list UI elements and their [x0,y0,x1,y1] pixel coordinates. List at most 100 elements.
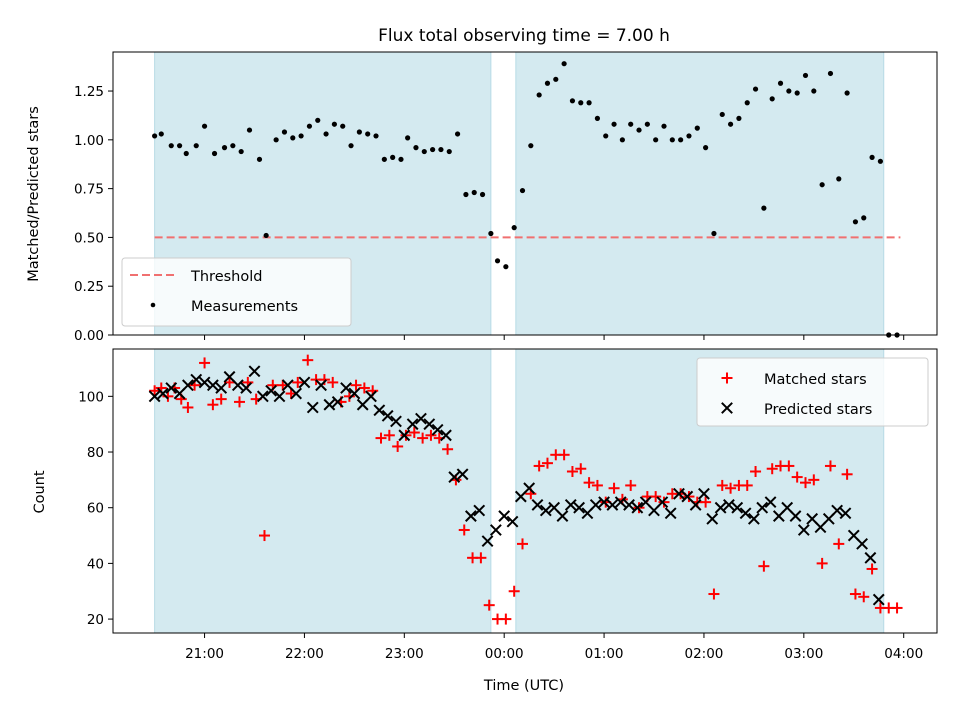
predicted-legend-label: Predicted stars [764,402,872,418]
measurement-point [421,148,427,155]
x-tick-label: 23:00 [385,646,424,662]
predicted-star-point [456,468,469,481]
predicted-star-point [206,379,219,392]
predicted-star-point [231,379,244,392]
matched-star-point [375,432,387,444]
measurement-point [578,100,584,106]
predicted-star-point [489,524,502,536]
predicted-star-point [315,379,327,392]
ratio-chart: 0.00 0.25 0.50 0.75 1.00 1.25 Matched/Predict… [26,51,938,344]
predicted-star-point [764,496,777,509]
measurement-point [183,150,189,157]
count-chart: 20 40 60 80 100 21:00 22:00 23:00 00:00 01:00 02:… [32,348,938,694]
measurement-point [644,121,650,127]
predicted-star-point [789,510,802,522]
measurement-point [471,189,477,196]
measurement-point [561,61,567,67]
predicted-star-point [573,501,586,514]
top-plot-frame [112,51,938,336]
predicted-star-point [215,382,228,394]
predicted-star-point [656,496,669,509]
measurement-point [390,154,396,160]
measurement-point [869,154,875,160]
matched-star-point [566,466,578,478]
y-tick-label: 1.25 [74,84,104,100]
predicted-star-point [157,387,169,400]
y-tick-label: 100 [78,389,104,405]
predicted-star-point [381,409,394,422]
predicted-star-point [564,499,577,511]
measurements-series [152,61,900,338]
predicted-star-point [714,501,727,514]
predicted-star-point [872,593,885,606]
measurement-point [298,133,304,139]
measurement-point [290,135,296,141]
measurement-point [494,258,501,264]
predicted-star-point [248,365,261,378]
predicted-legend-marker [721,402,733,414]
measurement-point [744,100,750,106]
matched-star-point [207,399,219,411]
matched-star-point [327,376,339,388]
predicted-star-point [673,487,685,500]
measurement-point [777,80,784,86]
predicted-star-point [182,379,194,392]
measurement-point [711,230,717,237]
measurement-point [752,86,759,92]
bottom-legend-box [696,357,929,427]
measurement-point [836,176,842,182]
matched-star-point [483,599,495,611]
y-tick-label: 0.00 [74,328,104,344]
measurement-point [168,143,174,149]
y-tick-label: 60 [87,501,104,517]
measurement-point [844,90,850,96]
measurement-point [454,131,461,137]
measurement-point [315,117,321,123]
matched-star-point [458,524,470,536]
predicted-star-point [698,487,710,500]
predicted-star-point [831,504,844,517]
predicted-star-point [390,415,402,428]
measurement-point [479,191,486,198]
measurement-point [661,123,667,129]
predicted-star-point [273,390,286,403]
predicted-star-point [323,398,336,411]
top-x-axis-ticks [204,335,905,340]
measurement-point [152,133,158,139]
measurement-point [553,76,559,82]
measurement-point [430,146,436,153]
predicted-star-point [198,376,211,389]
x-tick-label: 02:00 [684,646,723,662]
observing-span-2 [515,51,885,336]
predicted-star-point [631,501,644,514]
matched-star-point [400,429,412,441]
top-legend-box [121,257,352,327]
predicted-star-point [539,504,552,517]
predicted-star-point [723,499,735,511]
measurement-point [794,90,800,96]
predicted-star-point [531,499,544,511]
matched-star-point [824,460,836,472]
measurement-point [306,123,313,129]
matched-star-point [716,479,728,491]
bottom-plot-frame [112,348,938,634]
matched-star-point [392,440,404,452]
measurement-point [511,225,517,231]
x-tick-label: 01:00 [585,646,624,662]
matched-star-point [583,477,595,489]
predicted-star-point [623,499,635,511]
measurement-point [694,125,700,131]
predicted-star-point [190,373,203,386]
measurement-point [488,230,494,237]
predicted-star-point [290,387,303,400]
predicted-star-point [606,499,619,511]
matched-star-point [791,471,803,483]
predicted-star-point [706,512,719,525]
predicted-star-point [365,390,377,403]
measurement-point [246,127,253,133]
matched-star-point [234,396,246,408]
measurement-point [256,156,263,162]
measurement-point [211,150,218,157]
predicted-star-point [240,382,253,394]
